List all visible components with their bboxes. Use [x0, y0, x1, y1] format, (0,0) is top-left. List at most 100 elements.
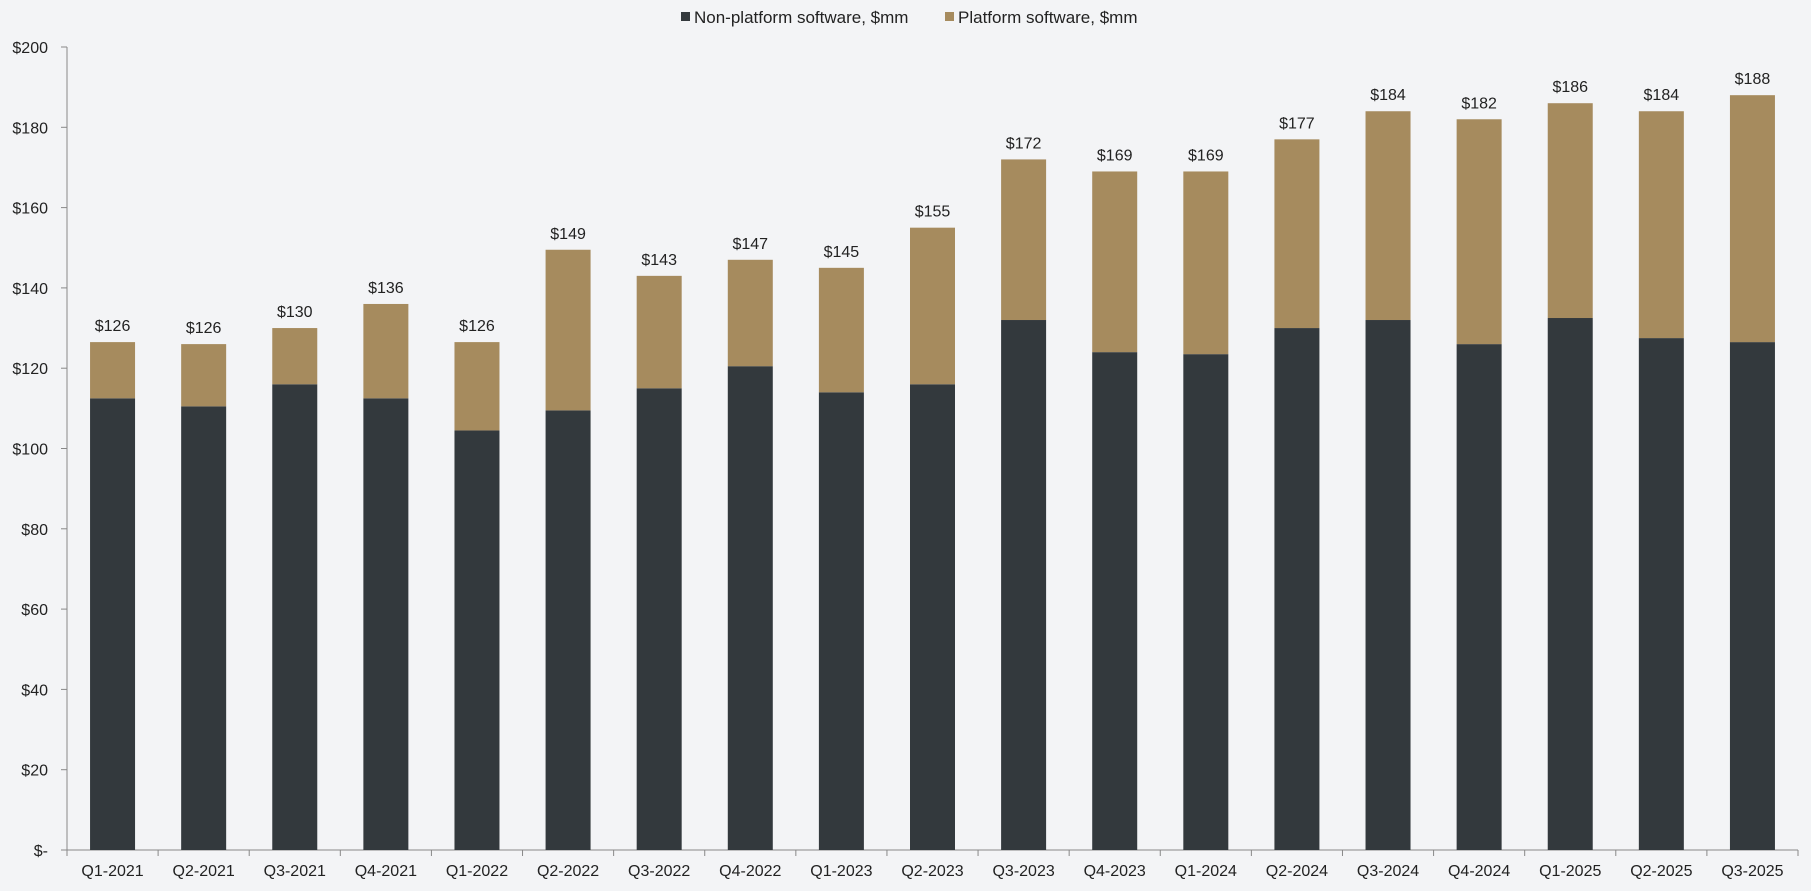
- bar-segment-platform: [818, 267, 864, 393]
- bar-segment-non-platform: [90, 398, 136, 850]
- x-tick-label: Q2-2022: [537, 863, 599, 880]
- bar-segment-platform: [1092, 171, 1138, 353]
- bars: [90, 95, 1775, 850]
- bar-segment-platform: [181, 344, 227, 407]
- data-label-total: $184: [1644, 87, 1680, 104]
- y-tick-label: $40: [21, 682, 48, 699]
- data-label-total: $172: [1006, 135, 1042, 152]
- y-tick-label: $180: [12, 120, 48, 137]
- data-label-total: $169: [1097, 147, 1133, 164]
- bar-stack: [1547, 103, 1593, 850]
- bar-stack: [181, 344, 227, 850]
- bar-stack: [1456, 119, 1502, 850]
- bar-segment-non-platform: [272, 384, 318, 850]
- bar-segment-non-platform: [818, 392, 864, 850]
- bar-stack: [727, 259, 773, 850]
- bar-stack: [1092, 171, 1138, 850]
- data-label-total: $184: [1370, 87, 1406, 104]
- x-tick-label: Q4-2023: [1084, 863, 1146, 880]
- data-label-total: $145: [824, 244, 860, 261]
- bar-stack: [90, 342, 136, 850]
- y-tick-label: $160: [12, 201, 48, 218]
- legend-item-platform: Platform software, $mm: [945, 8, 1138, 27]
- bar-stack: [363, 303, 409, 850]
- bar-segment-non-platform: [1274, 328, 1320, 850]
- bar-segment-non-platform: [1456, 344, 1502, 850]
- x-tick-label: Q3-2023: [992, 863, 1054, 880]
- x-tick-label: Q1-2022: [446, 863, 508, 880]
- bar-segment-non-platform: [1092, 352, 1138, 850]
- x-tick-label: Q1-2023: [810, 863, 872, 880]
- bar-segment-non-platform: [910, 384, 955, 850]
- x-tick-label: Q4-2024: [1448, 863, 1510, 880]
- bar-stack: [636, 275, 682, 850]
- x-tick-label: Q3-2025: [1721, 863, 1783, 880]
- bar-stack: [1274, 139, 1320, 850]
- bar-segment-non-platform: [636, 388, 682, 850]
- bar-segment-platform: [910, 227, 955, 385]
- legend-label: Non-platform software, $mm: [694, 8, 908, 27]
- bar-segment-non-platform: [181, 406, 227, 850]
- bar-stack: [818, 267, 864, 850]
- data-label-total: $177: [1279, 115, 1315, 132]
- bar-segment-non-platform: [1729, 342, 1775, 850]
- bar-stack: [910, 227, 955, 850]
- x-tick-label: Q3-2021: [264, 863, 326, 880]
- bar-stack: [1729, 95, 1775, 850]
- bar-segment-platform: [545, 249, 591, 411]
- bar-segment-non-platform: [545, 410, 591, 850]
- x-tick-label: Q2-2021: [173, 863, 235, 880]
- bar-segment-non-platform: [363, 398, 409, 850]
- data-label-total: $143: [641, 252, 677, 269]
- data-label-total: $126: [186, 320, 222, 337]
- data-label-total: $169: [1188, 147, 1224, 164]
- bar-segment-non-platform: [1183, 354, 1229, 850]
- x-tick-label: Q4-2022: [719, 863, 781, 880]
- bar-segment-non-platform: [454, 430, 500, 850]
- data-label-total: $126: [459, 318, 495, 335]
- data-label-total: $149: [550, 226, 586, 243]
- y-tick-label: $60: [21, 602, 48, 619]
- data-label-total: $126: [95, 318, 131, 335]
- x-axis: Q1-2021 Q2-2021 Q3-2021 Q4-2021 Q1-2022 Q2-20…: [66, 849, 1799, 880]
- bar-segment-platform: [727, 259, 773, 367]
- bar-segment-platform: [272, 328, 318, 385]
- bar-segment-non-platform: [1638, 338, 1684, 850]
- bar-segment-platform: [1274, 139, 1320, 329]
- bar-segment-non-platform: [1547, 318, 1593, 850]
- bar-stack: [1001, 159, 1047, 850]
- data-label-total: $147: [732, 236, 768, 253]
- bar-stack: [1638, 111, 1684, 850]
- x-tick-label: Q1-2025: [1539, 863, 1601, 880]
- data-label-total: $182: [1461, 95, 1497, 112]
- bar-segment-platform: [90, 342, 136, 399]
- x-tick-label: Q3-2022: [628, 863, 690, 880]
- y-tick-label: $140: [12, 281, 48, 298]
- data-label-total: $186: [1552, 79, 1588, 96]
- bar-segment-platform: [1456, 119, 1502, 345]
- x-tick-label: Q2-2024: [1266, 863, 1328, 880]
- y-tick-label: $-: [34, 843, 48, 860]
- x-tick-label: Q2-2023: [901, 863, 963, 880]
- x-tick-label: Q1-2021: [81, 863, 143, 880]
- legend-item-non-platform: Non-platform software, $mm: [681, 8, 908, 27]
- y-tick-label: $20: [21, 763, 48, 780]
- data-label-total: $188: [1735, 71, 1771, 88]
- bar-stack: [454, 342, 500, 850]
- data-label-total: $136: [368, 280, 404, 297]
- data-label-total: $130: [277, 304, 313, 321]
- legend-label: Platform software, $mm: [958, 8, 1138, 27]
- x-tick-label: Q2-2025: [1630, 863, 1692, 880]
- data-label-total: $155: [915, 204, 951, 221]
- y-tick-label: $100: [12, 442, 48, 459]
- y-axis: $- $20 $40 $60 $80 $100 $120 $140 $160 $180 $200: [12, 40, 68, 860]
- total-labels: $126 $126 $130 $136 $126 $149 $143 $147 $145 $155…: [95, 71, 1771, 337]
- bar-segment-platform: [1638, 111, 1684, 339]
- bar-stack: [272, 328, 318, 850]
- y-tick-label: $80: [21, 522, 48, 539]
- bar-segment-platform: [1183, 171, 1229, 355]
- bar-segment-platform: [636, 275, 682, 389]
- legend-swatch: [681, 12, 690, 21]
